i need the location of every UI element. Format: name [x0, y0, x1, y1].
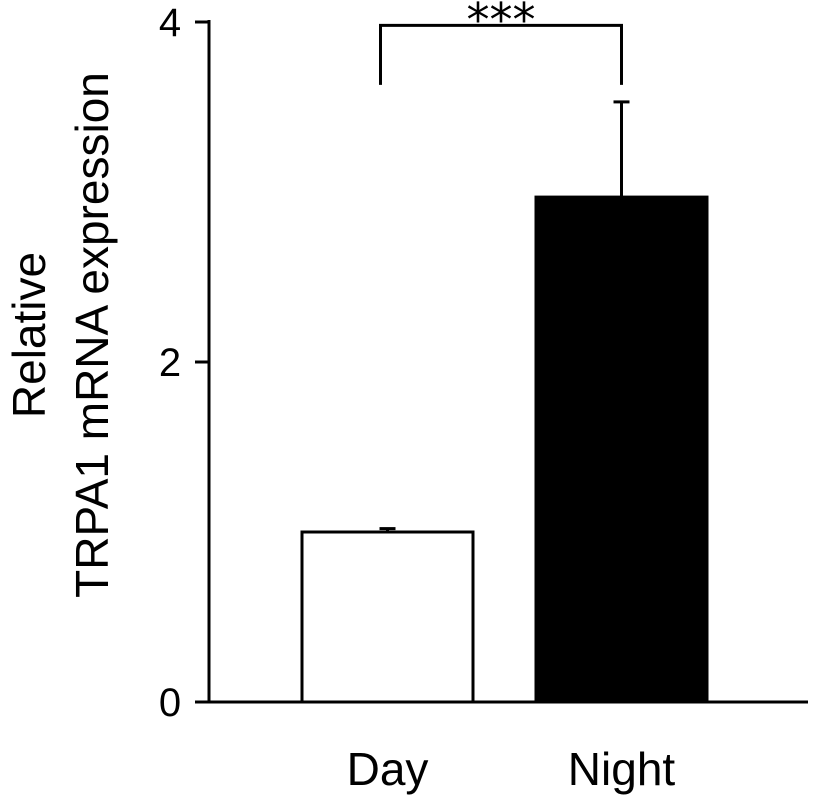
category-label-day: Day [347, 743, 429, 795]
significance-label: *** [467, 0, 536, 47]
y-tick-label: 2 [159, 341, 181, 385]
y-tick-label: 4 [159, 1, 181, 45]
y-axis-label-line-1: Relative [3, 252, 55, 418]
y-tick-label: 0 [159, 681, 181, 725]
bar-day [300, 530, 475, 704]
bar-night [534, 195, 709, 704]
significance-bracket [379, 23, 623, 85]
plot-area: 0 2 4 Day Night *** [159, 0, 808, 795]
category-label-night: Night [568, 743, 676, 795]
y-axis-label-line-2: TRPA1 mRNA expression [66, 72, 118, 598]
